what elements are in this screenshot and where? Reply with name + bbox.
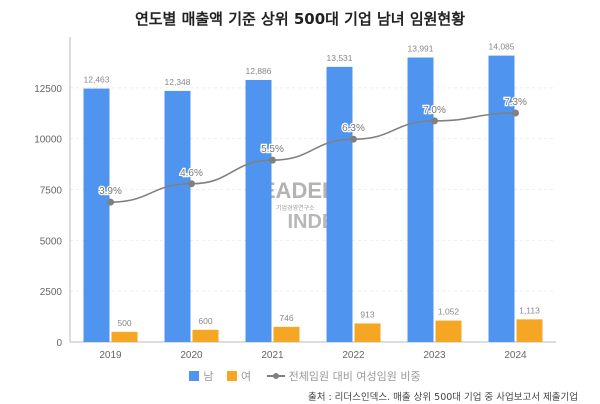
x-tick-label: 2024	[504, 350, 527, 361]
legend-label-female: 여	[241, 370, 252, 383]
source-note: 출처 : 리더스인덱스. 매출 상위 500대 기업 중 사업보고서 제출기업	[307, 392, 578, 403]
data-label-male: 13,531	[327, 53, 353, 63]
y-tick-label: 12500	[34, 84, 62, 95]
ratio-point	[350, 135, 357, 143]
legend-swatch-female	[227, 371, 238, 381]
data-label-male: 14,085	[489, 42, 515, 52]
bar-female	[354, 323, 381, 342]
bar-male	[407, 57, 434, 343]
ratio-label: 7.3%	[504, 97, 527, 108]
data-label-female: 746	[279, 313, 293, 323]
bar-male	[164, 90, 191, 342]
x-tick-label: 2021	[261, 350, 284, 361]
bar-male	[245, 79, 272, 342]
legend: 남 여 전체임원 대비 여성임원 비중	[0, 368, 600, 384]
x-tick-label: 2022	[342, 350, 365, 361]
ratio-label: 5.5%	[261, 144, 284, 155]
x-tick-label: 2023	[423, 350, 446, 361]
data-label-female: 600	[198, 316, 212, 326]
data-label-male: 12,348	[165, 77, 191, 87]
y-tick-label: 7500	[40, 186, 63, 197]
ratio-point	[269, 156, 276, 164]
ratio-line	[110, 112, 516, 203]
data-label-male: 12,886	[246, 66, 272, 76]
data-label-male: 12,463	[84, 75, 110, 85]
y-tick-label: 5000	[40, 236, 63, 247]
bar-female	[192, 329, 219, 342]
bar-male	[326, 66, 353, 343]
y-tick-label: 2500	[40, 287, 63, 298]
x-tick-label: 2020	[180, 350, 203, 361]
ratio-label: 4.6%	[180, 168, 203, 179]
legend-swatch-male	[189, 371, 200, 381]
legend-line-marker-icon	[266, 371, 285, 381]
x-tick-label: 2019	[99, 350, 122, 361]
y-tick-label: 10000	[34, 135, 62, 146]
bar-male	[488, 55, 515, 342]
ratio-point	[512, 109, 519, 117]
ratio-label: 3.9%	[99, 186, 122, 197]
ratio-point	[431, 117, 438, 125]
data-label-female: 913	[360, 309, 374, 319]
ratio-point	[107, 198, 114, 206]
ratio-label: 7.0%	[423, 105, 446, 116]
y-tick-label: 0	[56, 338, 62, 349]
bar-female	[435, 320, 462, 342]
watermark-sub: 기업경영연구소	[276, 204, 315, 212]
data-label-female: 1,113	[519, 305, 540, 315]
data-label-male: 13,991	[408, 44, 434, 54]
data-label-female: 1,052	[438, 307, 460, 317]
bar-female	[273, 326, 300, 342]
legend-label-male: 남	[203, 370, 214, 383]
data-label-female: 500	[117, 318, 131, 328]
legend-label-ratio: 전체임원 대비 여성임원 비중	[288, 370, 421, 383]
bar-male	[83, 88, 110, 342]
ratio-point	[188, 180, 195, 188]
chart-title: 연도별 매출액 기준 상위 500대 기업 남녀 임원현황	[134, 10, 466, 28]
bar-female	[516, 319, 543, 342]
ratio-label: 6.3%	[342, 123, 365, 134]
bar-female	[111, 331, 138, 342]
